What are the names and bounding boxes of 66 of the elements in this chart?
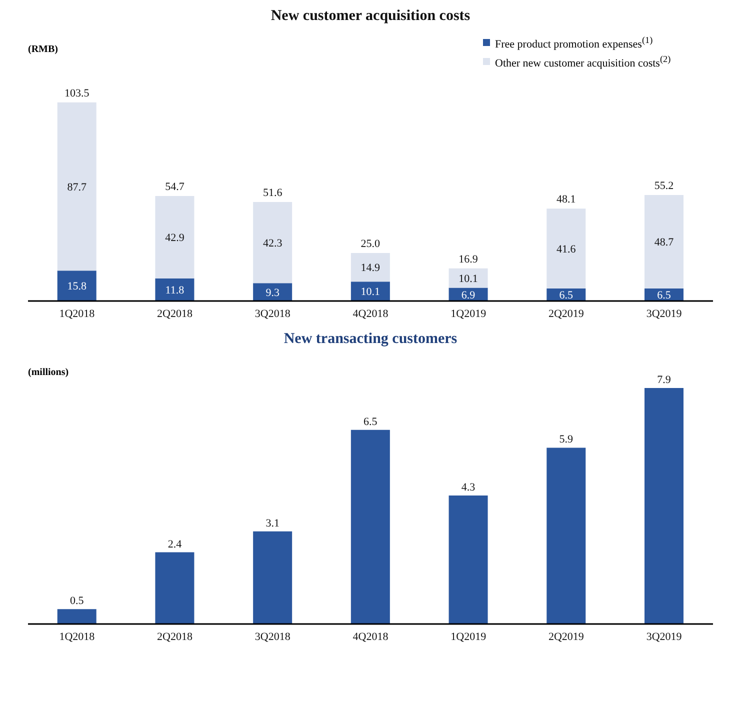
data-label: 14.9 — [360, 262, 381, 274]
bar — [57, 102, 96, 271]
data-label: 11.8 — [165, 284, 185, 297]
data-label: 6.9 — [461, 289, 476, 302]
data-label: 48.7 — [654, 236, 674, 249]
data-label: 42.9 — [165, 232, 185, 244]
x-tick-label: 3Q2018 — [254, 308, 291, 320]
bar — [253, 202, 292, 284]
bar — [350, 430, 390, 624]
data-label: 15.8 — [67, 280, 87, 293]
x-tick-label: 2Q2018 — [157, 630, 194, 643]
bar — [448, 496, 488, 624]
data-label: 41.6 — [556, 244, 576, 256]
bar — [57, 609, 96, 624]
data-label: 0.5 — [70, 595, 84, 608]
x-tick-label: 3Q2019 — [646, 308, 682, 320]
legend-label: Free product promotion expenses$^{(1)}$ — [495, 35, 653, 51]
legend-label: Other new customer acquisition costs$^{(2)}$ — [495, 54, 671, 70]
x-tick-label: 2Q2018 — [157, 308, 194, 320]
total-label: 54.7 — [165, 180, 185, 193]
chart-title: New transacting customers — [282, 331, 458, 348]
y-axis-title: (millions) — [28, 367, 69, 378]
data-label: 6.5 — [559, 290, 574, 302]
x-tick-label: 2Q2019 — [548, 308, 584, 320]
bar — [253, 283, 292, 301]
data-label: 87.7 — [67, 181, 87, 194]
data-label: 6.5 — [657, 290, 672, 302]
bar — [546, 448, 586, 624]
bar — [155, 196, 194, 278]
bar — [155, 552, 194, 624]
total-label: 55.2 — [654, 180, 674, 192]
x-tick-label: 4Q2018 — [352, 630, 389, 643]
x-tick-label: 1Q2019 — [450, 308, 487, 320]
x-tick-label: 3Q2019 — [646, 630, 682, 643]
bar — [546, 208, 586, 289]
bar — [155, 278, 194, 301]
x-tick-label: 2Q2019 — [548, 630, 584, 643]
x-tick-label: 4Q2018 — [352, 308, 389, 320]
data-label: 4.3 — [461, 482, 476, 494]
x-tick-label: 1Q2018 — [59, 308, 96, 320]
bar — [644, 195, 684, 289]
x-tick-label: 1Q2019 — [450, 630, 487, 643]
bar — [350, 253, 390, 282]
data-label: 2.4 — [168, 538, 182, 550]
data-label: 10.1 — [360, 286, 380, 298]
data-label: 42.3 — [262, 237, 283, 250]
data-label: 6.5 — [364, 416, 378, 428]
data-label: 5.9 — [559, 434, 574, 446]
x-tick-label: 1Q2018 — [59, 630, 96, 643]
data-label: 9.3 — [266, 286, 280, 299]
data-label: 3.1 — [266, 517, 280, 530]
data-label: 7.9 — [657, 374, 672, 386]
y-axis-title: (RMB) — [28, 44, 58, 55]
bar — [57, 270, 96, 301]
total-label: 103.5 — [64, 87, 90, 100]
bar — [448, 268, 488, 288]
total-label: 48.1 — [556, 194, 576, 206]
total-label: 16.9 — [458, 253, 478, 266]
total-label: 25.0 — [360, 238, 381, 250]
bar — [350, 282, 390, 301]
total-label: 51.6 — [262, 186, 283, 199]
bar — [644, 388, 684, 624]
chart-title: New customer acquisition costs — [270, 8, 472, 25]
bar — [253, 531, 292, 624]
data-label: 10.1 — [458, 272, 478, 285]
x-tick-label: 3Q2018 — [254, 630, 291, 643]
